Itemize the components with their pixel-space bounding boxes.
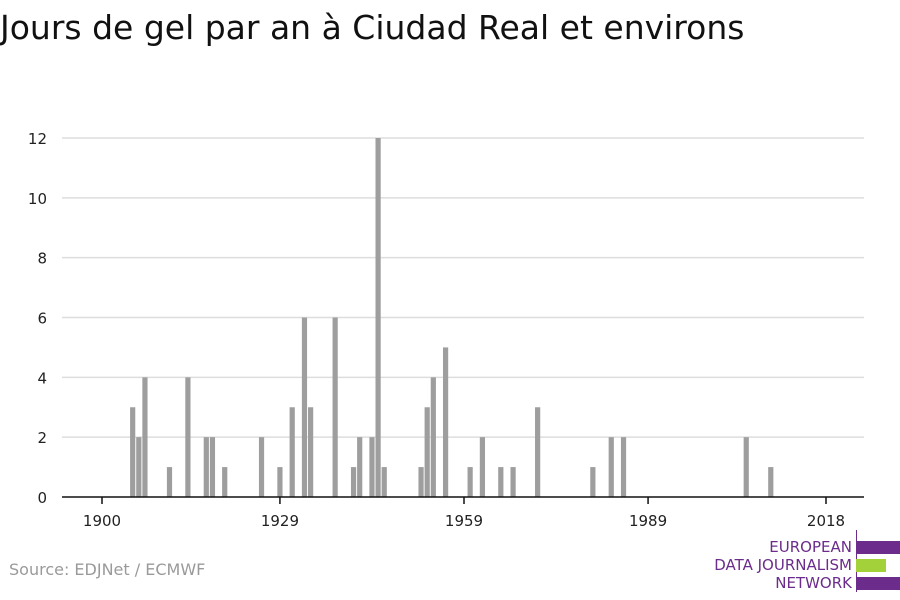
bar bbox=[289, 407, 295, 497]
bar bbox=[375, 138, 381, 497]
logo-bar-purple-bottom bbox=[856, 577, 900, 590]
bar bbox=[467, 467, 473, 497]
edjnet-logo[interactable]: EUROPEAN DATA JOURNALISM NETWORK bbox=[700, 530, 900, 594]
bar bbox=[277, 467, 283, 497]
x-tick-label: 1989 bbox=[629, 512, 667, 530]
bar bbox=[608, 437, 614, 497]
y-tick-label: 4 bbox=[37, 369, 47, 387]
x-tick-label: 1900 bbox=[83, 512, 121, 530]
y-tick-label: 6 bbox=[37, 310, 47, 328]
bar bbox=[130, 407, 136, 497]
bar bbox=[430, 377, 436, 497]
bars bbox=[130, 138, 774, 497]
x-tick-label: 1929 bbox=[261, 512, 299, 530]
logo-bar-green bbox=[856, 559, 886, 572]
bar bbox=[418, 467, 424, 497]
y-tick-label: 8 bbox=[37, 250, 47, 268]
x-tick-label: 2018 bbox=[807, 512, 845, 530]
bar bbox=[357, 437, 363, 497]
logo-bar-purple-top bbox=[856, 541, 900, 554]
bar bbox=[136, 437, 142, 497]
bar bbox=[510, 467, 516, 497]
bar bbox=[424, 407, 430, 497]
y-tick-label: 0 bbox=[37, 489, 47, 507]
logo-text-line-3: NETWORK bbox=[775, 574, 852, 592]
bar bbox=[332, 317, 338, 497]
bar bbox=[479, 437, 486, 497]
bar bbox=[768, 467, 774, 497]
x-tick-label: 1959 bbox=[445, 512, 483, 530]
bar bbox=[209, 437, 216, 497]
y-tick-label: 2 bbox=[37, 429, 47, 447]
y-tick-label: 12 bbox=[28, 130, 47, 148]
logo-text-line-1: EUROPEAN bbox=[769, 538, 852, 556]
bar bbox=[535, 407, 541, 497]
bar bbox=[203, 437, 209, 497]
bar bbox=[308, 407, 314, 497]
bar bbox=[258, 437, 265, 497]
bar bbox=[498, 467, 504, 497]
y-tick-label: 10 bbox=[28, 190, 47, 208]
y-axis-tick-labels: 0 2 4 6 8 10 12 bbox=[28, 130, 47, 507]
logo-text-line-2: DATA JOURNALISM bbox=[714, 556, 852, 574]
bar bbox=[222, 467, 228, 497]
bar bbox=[301, 317, 308, 497]
bar bbox=[620, 437, 627, 497]
bar bbox=[350, 467, 357, 497]
chart-title: Jours de gel par an à Ciudad Real et env… bbox=[0, 8, 745, 47]
bar bbox=[166, 467, 173, 497]
bar bbox=[442, 347, 449, 497]
x-axis-ticks: 1900 1929 1959 1989 2018 bbox=[83, 497, 845, 530]
bar bbox=[743, 437, 749, 497]
bar bbox=[590, 467, 596, 497]
source-note: Source: EDJNet / ECMWF bbox=[9, 560, 206, 579]
bar bbox=[142, 377, 148, 497]
bar bbox=[369, 437, 375, 497]
bar bbox=[185, 377, 191, 497]
bar bbox=[381, 467, 387, 497]
grid-lines bbox=[62, 137, 864, 438]
